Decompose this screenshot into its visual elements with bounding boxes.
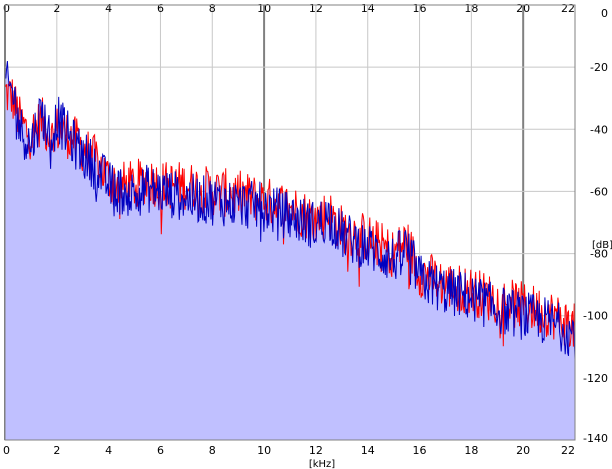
x-tick-label-bottom-5: 10 xyxy=(257,444,271,457)
x-tick-label-top-4: 8 xyxy=(209,2,216,15)
x-tick-label-top-9: 18 xyxy=(464,2,478,15)
x-tick-label-bottom-1: 2 xyxy=(53,444,60,457)
x-tick-label-top-11: 22 xyxy=(561,2,575,15)
x-tick-label-top-8: 16 xyxy=(413,2,427,15)
y-axis-tick-labels: 0 -20 -40 -60 -80 -100 -120 -140 xyxy=(583,7,608,445)
series-line-0 xyxy=(4,79,576,348)
x-tick-label-bottom-8: 16 xyxy=(413,444,427,457)
y-tick-label-7: -140 xyxy=(583,432,608,445)
x-tick-label-bottom-2: 4 xyxy=(105,444,112,457)
y-tick-label-0: 0 xyxy=(601,7,608,20)
y-tick-label-5: -100 xyxy=(583,310,608,323)
x-tick-label-top-2: 4 xyxy=(105,2,112,15)
x-tick-label-top-10: 20 xyxy=(516,2,530,15)
y-tick-label-1: -20 xyxy=(590,61,608,74)
x-tick-label-top-1: 2 xyxy=(53,2,60,15)
series-line-1 xyxy=(4,60,576,360)
y-tick-label-2: -40 xyxy=(590,123,608,136)
x-tick-label-bottom-9: 18 xyxy=(464,444,478,457)
x-tick-label-bottom-10: 20 xyxy=(516,444,530,457)
y-tick-label-6: -120 xyxy=(583,372,608,385)
x-tick-label-top-0: 0 xyxy=(3,2,10,15)
spectrum-fill-area xyxy=(5,61,575,440)
x-tick-label-bottom-4: 8 xyxy=(209,444,216,457)
x-tick-label-top-5: 10 xyxy=(257,2,271,15)
x-tick-label-bottom-3: 6 xyxy=(157,444,164,457)
series-lines xyxy=(4,60,576,360)
x-axis-tick-labels-bottom: 0 2 4 6 8 10 12 14 16 18 20 22 xyxy=(3,444,575,457)
x-tick-label-top-6: 12 xyxy=(309,2,323,15)
x-tick-label-bottom-11: 22 xyxy=(561,444,575,457)
y-tick-label-3: -60 xyxy=(590,185,608,198)
x-tick-label-bottom-7: 14 xyxy=(361,444,375,457)
x-tick-label-top-7: 14 xyxy=(361,2,375,15)
x-tick-label-bottom-6: 12 xyxy=(309,444,323,457)
x-tick-label-top-3: 6 xyxy=(157,2,164,15)
y-tick-label-4: -80 xyxy=(590,248,608,261)
x-tick-label-bottom-0: 0 xyxy=(3,444,10,457)
x-axis-label: [kHz] xyxy=(309,459,335,469)
y-axis-label: [dB] xyxy=(592,240,612,251)
plot-frame xyxy=(4,4,576,441)
